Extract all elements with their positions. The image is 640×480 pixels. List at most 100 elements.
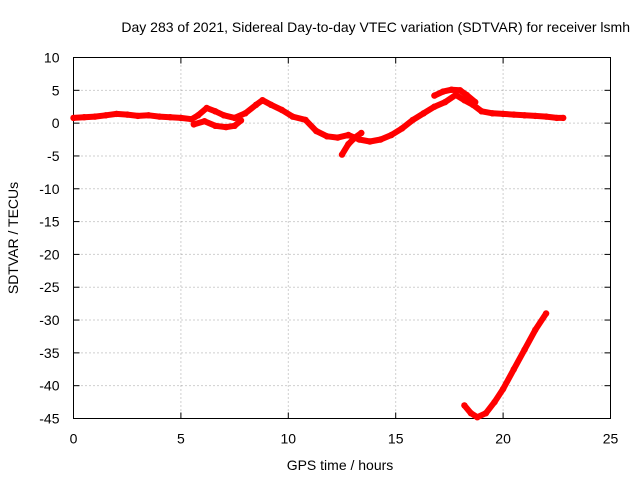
data-point: [302, 116, 309, 124]
data-point: [102, 112, 109, 119]
series-line-spur-12h: [339, 130, 365, 158]
axis-ticks: 0 5 10 15 20 25 10 5 0 -5 -10 -15 -20 -25 -30 -35 -40 -45: [39, 50, 618, 447]
y-tick-label: 5: [52, 82, 60, 98]
y-tick-label: -15: [39, 214, 59, 230]
data-point: [259, 97, 266, 104]
data-point: [231, 122, 238, 129]
data-point: [278, 106, 286, 114]
plot-frame: [73, 57, 611, 419]
data-point: [448, 86, 455, 93]
data-point: [409, 116, 417, 124]
data-point: [313, 127, 320, 135]
data-point: [70, 114, 77, 122]
data-point: [452, 91, 459, 99]
data-point: [113, 110, 120, 118]
data-point: [345, 140, 352, 148]
data-point: [358, 129, 365, 137]
data-point: [222, 123, 230, 131]
x-tick-label: 10: [281, 431, 297, 447]
data-point: [212, 122, 219, 129]
data-point: [542, 310, 550, 317]
data-point: [510, 366, 517, 373]
y-tick-label: -25: [39, 279, 59, 295]
y-tick-label: 10: [44, 50, 60, 66]
data-point: [190, 121, 197, 128]
series-group: [70, 86, 567, 421]
data-point: [81, 114, 88, 121]
data-point: [521, 346, 528, 353]
data-point: [252, 101, 260, 109]
data-point: [220, 112, 228, 119]
data-point: [156, 113, 163, 120]
y-tick-label: -10: [39, 181, 59, 197]
data-point: [334, 134, 341, 141]
data-point: [560, 114, 567, 122]
data-point: [91, 113, 99, 120]
data-point: [194, 112, 202, 119]
data-point: [267, 101, 275, 109]
data-point: [510, 111, 517, 118]
data-point: [145, 112, 152, 119]
y-tick-label: -35: [39, 345, 59, 361]
series-line-main: [70, 91, 567, 145]
data-point: [467, 410, 475, 417]
data-point: [351, 134, 359, 141]
data-point: [431, 92, 438, 99]
x-tick-label: 25: [603, 431, 619, 447]
data-point: [461, 97, 468, 104]
x-tick-label: 15: [388, 431, 404, 447]
data-point: [478, 108, 485, 115]
data-point: [553, 114, 560, 122]
data-point: [323, 133, 331, 140]
x-tick-label: 5: [177, 431, 185, 447]
data-point: [231, 114, 238, 122]
y-tick-label: -45: [39, 411, 59, 427]
y-tick-label: -30: [39, 312, 59, 328]
data-point: [388, 131, 395, 139]
x-tick-label: 0: [70, 431, 78, 447]
data-point: [420, 110, 427, 117]
data-point: [345, 131, 352, 139]
y-axis-label: SDTVAR / TECUs: [5, 182, 21, 294]
data-point: [177, 114, 185, 122]
data-point: [521, 112, 528, 119]
data-point: [398, 125, 406, 132]
data-point: [472, 98, 479, 106]
data-point: [338, 151, 346, 158]
x-tick-label: 20: [495, 431, 511, 447]
data-point: [201, 118, 208, 125]
data-point: [461, 402, 468, 409]
y-tick-label: -5: [47, 148, 60, 164]
data-point: [499, 385, 507, 393]
data-point: [482, 410, 490, 417]
data-point: [242, 110, 249, 117]
data-point: [366, 138, 374, 145]
data-point: [134, 112, 142, 120]
data-point: [542, 113, 550, 120]
data-point: [456, 87, 464, 94]
grid: [73, 57, 611, 419]
data-point: [463, 91, 470, 99]
y-tick-label: -40: [39, 378, 59, 394]
data-point: [377, 136, 384, 143]
data-point: [188, 116, 195, 123]
y-tick-label: 0: [52, 115, 60, 131]
data-point: [203, 104, 210, 112]
data-point: [491, 398, 498, 406]
data-point: [289, 113, 296, 120]
data-point: [212, 108, 219, 115]
data-point: [167, 114, 174, 121]
data-point: [124, 111, 131, 118]
data-point: [439, 88, 447, 95]
series-line-drop-18.5-22h: [461, 310, 550, 421]
data-point: [499, 110, 507, 118]
data-point: [474, 414, 481, 421]
chart-title: Day 283 of 2021, Sidereal Day-to-day VTE…: [121, 19, 630, 35]
data-point: [532, 112, 539, 120]
data-point: [441, 98, 449, 106]
data-point: [532, 326, 539, 334]
data-point: [489, 110, 496, 117]
x-axis-label: GPS time / hours: [287, 457, 394, 473]
y-tick-label: -20: [39, 246, 59, 262]
